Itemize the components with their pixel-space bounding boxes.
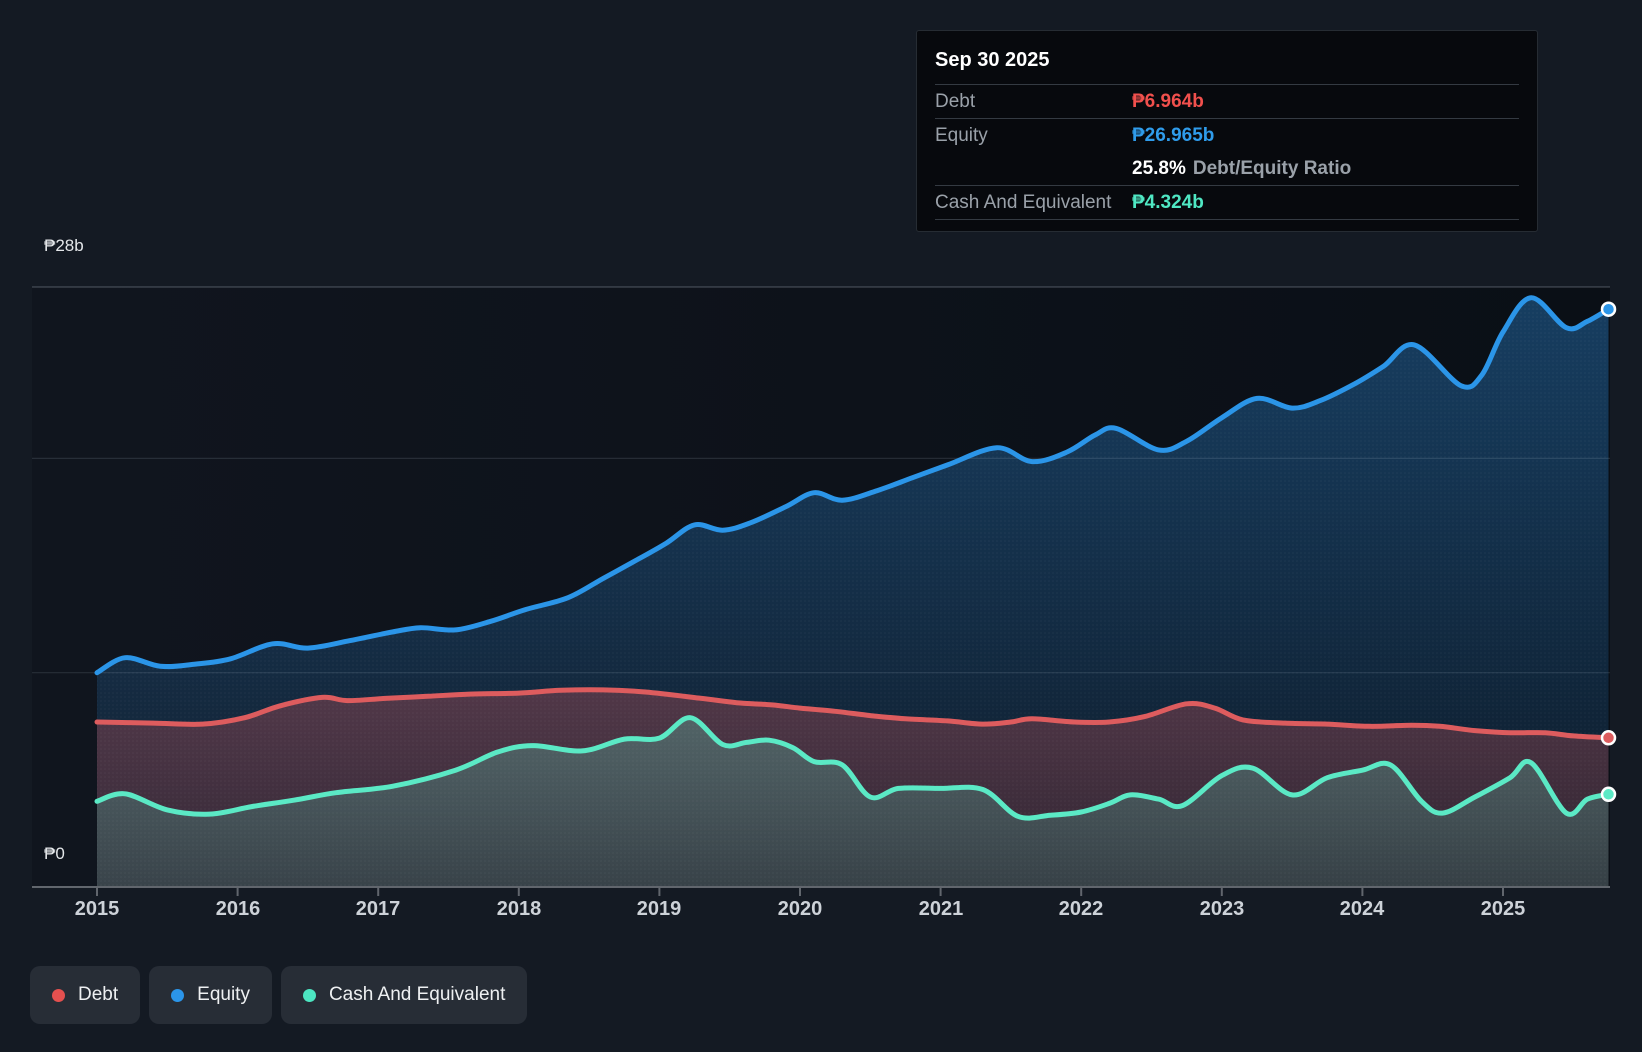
legend-item-cash[interactable]: Cash And Equivalent	[280, 966, 528, 1024]
debt-line	[94, 687, 1611, 741]
cash-dot-icon	[302, 988, 316, 1002]
tooltip-date: Sep 30 2025	[935, 49, 1050, 71]
tooltip-ratio-percent: 25.8%	[1132, 158, 1186, 179]
tooltip-row-debt: Debt ₱6.964b	[935, 84, 1519, 118]
legend-item-debt[interactable]: Debt	[30, 966, 141, 1024]
equity-endpoint-dot[interactable]	[1600, 301, 1617, 317]
x-tick-label: 2016	[215, 898, 261, 920]
x-tick-label: 2017	[355, 898, 401, 920]
equity-line	[94, 295, 1611, 676]
legend-debt-label: Debt	[78, 984, 119, 1005]
x-tick-label: 2018	[496, 898, 542, 920]
debt-dot-icon	[52, 988, 65, 1002]
tooltip-ratio-label: Debt/Equity Ratio	[1192, 158, 1352, 179]
tooltip-row-cash: Cash And Equivalent ₱4.324b	[935, 185, 1519, 219]
x-tick-label: 2021	[918, 898, 964, 920]
equity-dot-icon	[171, 988, 185, 1002]
tooltip-debt-value: ₱6.964b	[1132, 91, 1204, 112]
y-axis-label-zero: ₱0	[44, 844, 65, 863]
legend-cash-label: Cash And Equivalent	[328, 984, 506, 1005]
tooltip-bottom-divider	[935, 219, 1519, 221]
tooltip-row-ratio: 25.8% Debt/Equity Ratio	[935, 152, 1519, 185]
x-tick-label: 2015	[74, 898, 120, 920]
legend-equity-label: Equity	[197, 984, 250, 1005]
cash-endpoint-dot[interactable]	[1600, 786, 1617, 803]
debt-endpoint-dot[interactable]	[1600, 730, 1617, 746]
x-tick-label: 2019	[636, 898, 682, 920]
tooltip-ratio-value: 25.8% Debt/Equity Ratio	[1132, 152, 1351, 185]
tooltip-cash-value: ₱4.324b	[1132, 192, 1204, 213]
x-tick-label: 2024	[1339, 898, 1385, 920]
tooltip-equity-value: ₱26.965b	[1132, 125, 1215, 146]
legend-item-equity[interactable]: Equity	[149, 966, 272, 1024]
tooltip-row-equity: Equity ₱26.965b	[935, 118, 1519, 152]
chart-legend: Debt Equity Cash And Equivalent	[30, 966, 528, 1024]
y-axis-label-max: ₱28b	[44, 236, 84, 255]
cash-line	[94, 715, 1611, 821]
tooltip-cash-label: Cash And Equivalent	[935, 192, 1112, 213]
x-tick-label: 2022	[1058, 898, 1104, 920]
x-tick-label: 2025	[1480, 898, 1526, 920]
tooltip-equity-label: Equity	[935, 125, 988, 146]
chart-tooltip: Sep 30 2025 Debt ₱6.964b Equity ₱26.965b…	[916, 30, 1538, 232]
tooltip-debt-label: Debt	[935, 91, 976, 112]
x-tick-label: 2020	[777, 898, 823, 920]
x-tick-label: 2023	[1199, 898, 1245, 920]
grain-texture	[97, 297, 1609, 888]
